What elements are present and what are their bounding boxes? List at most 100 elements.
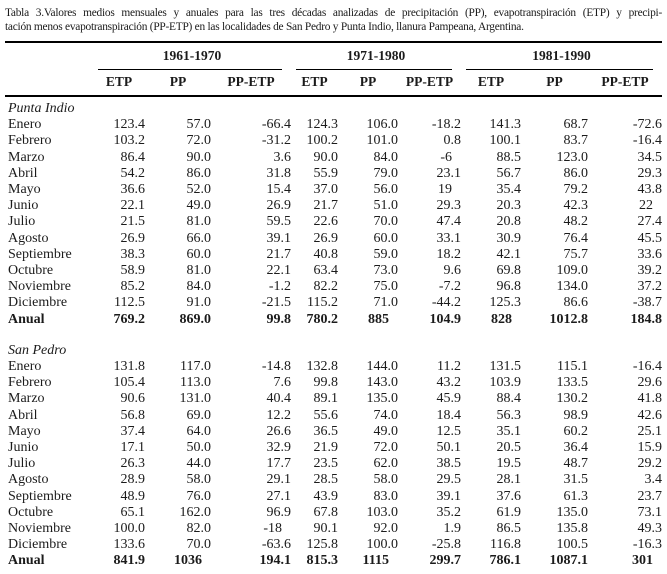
- value-cell: 299.7: [429, 553, 462, 569]
- spacer-cell: [5, 328, 662, 339]
- value-cell: 38.3: [120, 246, 146, 262]
- table-row: Noviembre 100.0 82.0 -18 90.1 92.0 1.9 86.5 135.…: [5, 521, 662, 537]
- row-label: Enero: [8, 359, 42, 375]
- value-cell: 56.0: [373, 182, 399, 198]
- value-cell: 125.3: [489, 295, 522, 311]
- value-cell: 29.1: [266, 472, 292, 488]
- value-cell: 0.8: [443, 133, 462, 149]
- value-cell: 48.7: [563, 456, 589, 472]
- value-cell: 815.3: [306, 553, 339, 569]
- value-cell: 20.8: [496, 214, 522, 230]
- value-cell: 90.0: [186, 149, 212, 165]
- row-label: Enero: [8, 117, 42, 133]
- value-cell: 101.0: [366, 133, 399, 149]
- value-cell: 47.4: [436, 214, 462, 230]
- value-cell: 35.4: [496, 182, 522, 198]
- value-cell: 27.4: [637, 214, 663, 230]
- value-cell: 23.5: [313, 456, 339, 472]
- value-cell: 100.1: [489, 133, 522, 149]
- value-cell: 115.2: [307, 295, 338, 311]
- value-cell: 68.7: [563, 117, 589, 133]
- column-header-etp: ETP: [291, 70, 338, 97]
- row-label: Junio: [8, 440, 39, 456]
- column-header-pp-etp: PP-ETP: [398, 70, 461, 97]
- value-cell: 3.4: [644, 472, 663, 488]
- value-cell: 11.2: [437, 359, 461, 375]
- value-cell: 885: [368, 311, 389, 327]
- value-cell: 1115: [362, 553, 389, 569]
- value-cell: 124.3: [306, 117, 339, 133]
- table-caption: Tabla 3.Valores medios mensuales y anual…: [5, 7, 662, 34]
- column-header-pp: PP: [521, 70, 588, 97]
- value-cell: 29.3: [436, 198, 462, 214]
- value-cell: 38.5: [436, 456, 462, 472]
- value-cell: 132.8: [306, 359, 339, 375]
- value-cell: 28.9: [120, 472, 146, 488]
- value-cell: 61.3: [563, 488, 589, 504]
- value-cell: 35.2: [436, 504, 462, 520]
- total-row: Anual 841.9 1036 194.1 815.3 1115 299.7 786.1 10…: [5, 553, 662, 574]
- spacer-row: [5, 328, 662, 339]
- value-cell: 96.9: [266, 504, 292, 520]
- value-cell: 45.5: [637, 230, 663, 246]
- value-cell: 134.0: [556, 279, 589, 295]
- section-row: San Pedro: [5, 339, 662, 359]
- value-cell: 58.0: [186, 472, 212, 488]
- value-cell: 73.0: [373, 263, 399, 279]
- value-cell: -18.2: [431, 117, 461, 133]
- value-cell: 36.5: [313, 423, 339, 439]
- value-cell: 23.7: [637, 488, 663, 504]
- value-cell: 48.9: [120, 488, 146, 504]
- value-cell: 135.0: [366, 391, 399, 407]
- value-cell: 105.4: [113, 375, 146, 391]
- table-row: Octubre 58.9 81.0 22.1 63.4 73.0 9.6 69.8 109.0 3…: [5, 263, 662, 279]
- row-label: Noviembre: [8, 521, 71, 537]
- value-cell: 769.2: [113, 311, 146, 327]
- value-cell: 70.0: [186, 537, 212, 553]
- decade-header-row: 1961-1970 1971-1980 1981-1990: [5, 42, 662, 70]
- value-cell: 25.1: [637, 423, 663, 439]
- row-label: Noviembre: [8, 279, 71, 295]
- value-cell: 45.9: [436, 391, 462, 407]
- value-cell: 54.2: [120, 165, 146, 181]
- value-cell: -21.5: [261, 295, 291, 311]
- value-cell: 56.8: [120, 407, 146, 423]
- value-cell: 21.5: [120, 214, 146, 230]
- value-cell: 29.5: [436, 472, 462, 488]
- table-header: 1961-1970 1971-1980 1981-1990 ETP PP PP-…: [5, 42, 662, 97]
- value-cell: 28.1: [496, 472, 522, 488]
- value-cell: 131.0: [179, 391, 212, 407]
- value-cell: 50.0: [186, 440, 212, 456]
- value-cell: 44.0: [186, 456, 212, 472]
- value-cell: -16.3: [632, 537, 662, 553]
- value-cell: 26.3: [120, 456, 146, 472]
- value-cell: 60.2: [563, 423, 589, 439]
- row-label: Julio: [8, 214, 36, 230]
- table-row: Julio 26.3 44.0 17.7 23.5 62.0 38.5 19.5 48.7 29.…: [5, 456, 662, 472]
- value-cell: 3.6: [273, 149, 292, 165]
- table-row: Enero 123.4 57.0 -66.4 124.3 106.0 -18.2 141.3 6…: [5, 117, 662, 133]
- value-cell: 9.6: [443, 263, 462, 279]
- value-cell: 42.6: [637, 407, 663, 423]
- value-cell: 21.9: [313, 440, 339, 456]
- row-label: Mayo: [8, 423, 41, 439]
- value-cell: -66.4: [261, 117, 291, 133]
- value-cell: 67.8: [313, 504, 339, 520]
- value-cell: 37.0: [313, 182, 339, 198]
- value-cell: 130.2: [556, 391, 589, 407]
- value-cell: 162.0: [179, 504, 212, 520]
- value-cell: 20.3: [496, 198, 522, 214]
- value-cell: 86.0: [186, 165, 212, 181]
- value-cell: 70.0: [373, 214, 399, 230]
- value-cell: 84.0: [186, 279, 212, 295]
- value-cell: 29.2: [637, 456, 663, 472]
- table-row: Febrero 103.2 72.0 -31.2 100.2 101.0 0.8 100.1 8…: [5, 133, 662, 149]
- value-cell: 73.1: [637, 504, 663, 520]
- value-cell: 92.0: [373, 521, 399, 537]
- table-row: Abril 54.2 86.0 31.8 55.9 79.0 23.1 56.7 86.0 29.…: [5, 166, 662, 182]
- value-cell: -14.8: [261, 359, 291, 375]
- value-cell: 35.1: [496, 423, 522, 439]
- value-cell: 63.4: [313, 263, 339, 279]
- value-cell: 828: [491, 311, 512, 327]
